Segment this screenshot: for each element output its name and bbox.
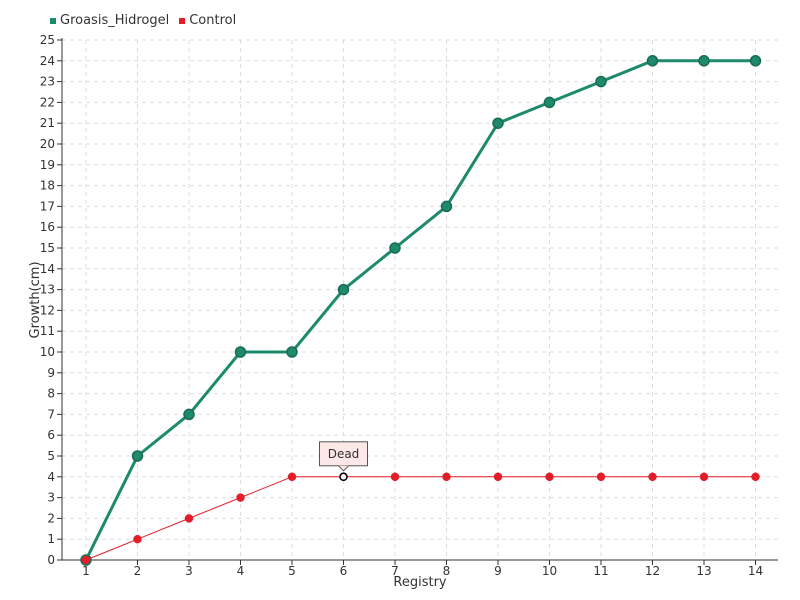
- y-tick-label: 12: [40, 303, 55, 317]
- y-tick-label: 25: [40, 33, 55, 47]
- y-tick-label: 20: [40, 137, 55, 151]
- annotation: Dead: [319, 441, 368, 482]
- x-tick-label: 7: [391, 564, 399, 578]
- data-point[interactable]: [286, 346, 298, 358]
- data-point[interactable]: [699, 472, 709, 482]
- y-tick-label: 9: [47, 366, 55, 380]
- x-tick-label: 1: [82, 564, 90, 578]
- y-tick-label: 22: [40, 95, 55, 109]
- legend-label-groasis: Groasis_Hidrogel: [60, 13, 170, 28]
- data-point[interactable]: [183, 408, 195, 421]
- data-point[interactable]: [442, 472, 451, 482]
- x-tick-label: 9: [494, 564, 502, 578]
- data-point[interactable]: [751, 472, 760, 482]
- data-point[interactable]: [698, 55, 710, 67]
- y-tick-label: 1: [47, 532, 55, 546]
- y-tick-label: 18: [40, 179, 55, 193]
- x-axis-title: Registry: [393, 575, 447, 590]
- data-point[interactable]: [646, 55, 659, 67]
- data-point[interactable]: [236, 493, 245, 502]
- data-point[interactable]: [337, 283, 350, 296]
- legend-item-control[interactable]: Control: [179, 13, 236, 28]
- x-tick-label: 13: [696, 564, 711, 578]
- legend: Groasis_Hidrogel Control: [50, 13, 246, 28]
- legend-item-groasis[interactable]: Groasis_Hidrogel: [50, 13, 169, 28]
- x-tick-label: 4: [237, 564, 245, 578]
- x-tick-label: 14: [748, 564, 763, 578]
- legend-swatch-control: [179, 17, 186, 24]
- y-tick-label: 6: [47, 428, 55, 442]
- data-point[interactable]: [596, 472, 606, 482]
- y-tick-label: 17: [40, 199, 55, 213]
- data-point[interactable]: [81, 555, 91, 565]
- y-tick-label: 4: [47, 470, 55, 484]
- data-point[interactable]: [440, 200, 453, 213]
- axes: 0123456789101112131415161718192021222324…: [40, 33, 778, 578]
- y-axis-title: Growth(cm): [28, 261, 43, 338]
- y-tick-label: 8: [47, 387, 55, 401]
- y-tick-label: 19: [40, 158, 55, 172]
- y-tick-label: 3: [47, 491, 55, 505]
- y-tick-label: 15: [40, 241, 55, 255]
- y-tick-label: 2: [47, 511, 55, 525]
- tooltip-pointer: [338, 465, 349, 472]
- legend-label-control: Control: [189, 13, 237, 28]
- y-tick-label: 0: [47, 553, 55, 567]
- data-point[interactable]: [287, 472, 297, 482]
- data-point[interactable]: [648, 472, 657, 482]
- data-point[interactable]: [234, 346, 247, 358]
- y-tick-label: 7: [47, 407, 55, 421]
- gridlines: [62, 39, 778, 560]
- x-tick-label: 8: [443, 564, 451, 578]
- y-tick-label: 5: [47, 449, 55, 463]
- y-tick-label: 24: [40, 54, 55, 68]
- y-tick-label: 23: [40, 75, 55, 89]
- x-tick-label: 6: [340, 564, 348, 578]
- tooltip-text: Dead: [328, 447, 360, 461]
- series-line: [85, 476, 756, 561]
- y-tick-label: 13: [40, 283, 55, 297]
- series-Groasis_Hidrogel: [80, 55, 762, 566]
- highlighted-point[interactable]: [339, 472, 348, 482]
- data-point[interactable]: [749, 55, 762, 67]
- data-point[interactable]: [184, 514, 194, 523]
- y-tick-label: 11: [40, 324, 55, 338]
- x-tick-label: 11: [593, 564, 608, 578]
- data-point[interactable]: [133, 534, 142, 544]
- data-point[interactable]: [389, 242, 401, 254]
- y-tick-label: 16: [40, 220, 55, 234]
- data-point[interactable]: [545, 472, 554, 482]
- tooltip-box: [319, 441, 368, 467]
- series-line: [84, 59, 756, 561]
- data-point[interactable]: [595, 75, 607, 88]
- data-point[interactable]: [492, 117, 504, 129]
- x-tick-label: 3: [185, 564, 193, 578]
- x-tick-label: 2: [134, 564, 142, 578]
- y-tick-label: 21: [40, 116, 55, 130]
- data-point[interactable]: [131, 450, 144, 462]
- data-point[interactable]: [543, 96, 556, 109]
- data-point[interactable]: [493, 472, 503, 482]
- data-point[interactable]: [390, 472, 400, 482]
- legend-swatch-groasis: [50, 17, 56, 24]
- y-tick-label: 14: [40, 262, 55, 276]
- x-tick-label: 12: [645, 564, 660, 578]
- y-tick-label: 10: [40, 345, 55, 359]
- x-tick-label: 5: [288, 564, 296, 578]
- x-tick-label: 10: [542, 564, 557, 578]
